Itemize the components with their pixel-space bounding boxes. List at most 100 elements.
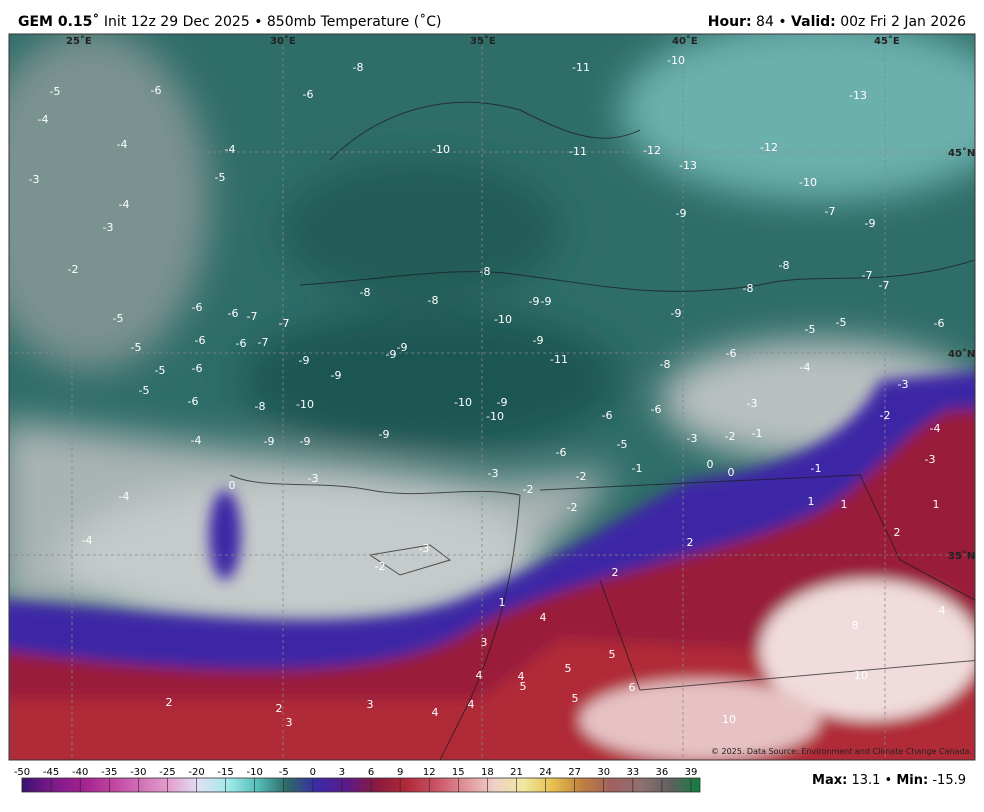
contour-label: -5 xyxy=(805,323,816,336)
separator: • xyxy=(885,773,893,788)
contour-label: 3 xyxy=(286,716,293,729)
field-area xyxy=(60,480,540,640)
contour-label: -4 xyxy=(930,422,941,435)
contour-label: -13 xyxy=(679,159,697,172)
contour-label: -8 xyxy=(743,282,754,295)
border xyxy=(539,474,975,601)
colorbar-tick-label: -15 xyxy=(217,767,233,778)
light-area xyxy=(580,680,820,760)
contour-label: 5 xyxy=(609,648,616,661)
contour-label: 0 xyxy=(707,458,714,471)
colorbar-tick-label: 3 xyxy=(339,767,345,778)
contour-label: -2 xyxy=(576,470,587,483)
header-left: GEM 0.15˚ Init 12z 29 Dec 2025 • 850mb T… xyxy=(18,13,441,30)
field-area xyxy=(240,310,620,450)
contour-label: -3 xyxy=(103,221,114,234)
contour-label: -10 xyxy=(432,143,450,156)
contour-label: 5 xyxy=(565,662,572,675)
colorbar-tick-label: 21 xyxy=(510,767,523,778)
colorbar-tick-label: 12 xyxy=(423,767,436,778)
contour-label: 10 xyxy=(854,669,868,682)
warm-field xyxy=(9,371,975,760)
contour-label: -3 xyxy=(29,173,40,186)
contour-label: -6 xyxy=(651,403,662,416)
contour-label: -11 xyxy=(572,61,590,74)
contour-label: -5 xyxy=(155,364,166,377)
model: GEM 0.15˚ xyxy=(18,13,99,30)
contour-label: 4 xyxy=(518,670,525,683)
colorbar-tick-label: 33 xyxy=(626,767,639,778)
contour-label: -6 xyxy=(726,347,737,360)
contour-label: -10 xyxy=(486,410,504,423)
contour-label: -5 xyxy=(50,85,61,98)
contour-label: -2 xyxy=(523,483,534,496)
max: 13.1 xyxy=(851,773,880,788)
contour-label: -2 xyxy=(375,560,386,573)
colorbar: -50 -45 -40 -35 -30 -25 -20 -15 -10 -5 0 3 6 9 12 15 18 2… xyxy=(14,767,701,793)
contour-label: 4 xyxy=(939,604,946,617)
contour-label: -4 xyxy=(82,534,93,547)
coastline xyxy=(439,494,521,760)
contour-label: -5 xyxy=(836,316,847,329)
contour-label: 2 xyxy=(894,526,901,539)
colorbar-tick-label: -50 xyxy=(14,767,30,778)
contour-label: -3 xyxy=(925,453,936,466)
contour-label: -11 xyxy=(550,353,568,366)
colorbar-tick-label: 6 xyxy=(368,767,374,778)
contour-label: -4 xyxy=(119,490,130,503)
contour-label: -9 xyxy=(865,217,876,230)
contour-label: -6 xyxy=(602,409,613,422)
contour-label: -3 xyxy=(898,378,909,391)
colorbar-tick-label: 15 xyxy=(452,767,465,778)
contour-label: -8 xyxy=(779,259,790,272)
separator: • xyxy=(778,14,786,30)
contour-label: -8 xyxy=(480,265,491,278)
colorbar-scale xyxy=(21,777,701,793)
contour-label: -8 xyxy=(353,61,364,74)
contour-label: -2 xyxy=(567,501,578,514)
contour-label: -7 xyxy=(247,310,258,323)
contour-label: -9 xyxy=(264,435,275,448)
contour-label: 1 xyxy=(499,596,506,609)
colorbar-tick-label: -20 xyxy=(188,767,204,778)
field-area xyxy=(9,34,210,370)
contour-label: -6 xyxy=(195,334,206,347)
coastline xyxy=(299,259,975,292)
field-area xyxy=(620,34,975,200)
contour-label: -3 xyxy=(747,397,758,410)
colorbar-tick-label: -25 xyxy=(159,767,175,778)
contour-label: 0 xyxy=(229,479,236,492)
contour-label: -7 xyxy=(825,205,836,218)
map: 25˚E 30˚E 35˚E 40˚E 45˚E45˚N40˚N35˚N -8 -11-1… xyxy=(9,34,975,760)
contour-label: -5 xyxy=(617,438,628,451)
colorbar-tick-label: -40 xyxy=(72,767,88,778)
colorbar-tick-label: 0 xyxy=(310,767,316,778)
contour-label: 4 xyxy=(468,698,475,711)
contour-labels: -8 -11-10-5 -6 -6 -13-4-4 -4 -10 -11 -12 -12-13-5… xyxy=(29,54,946,729)
contour-label: -9 xyxy=(331,369,342,382)
contour-label: -6 xyxy=(192,301,203,314)
field-area xyxy=(280,160,560,300)
contour-label: -8 xyxy=(428,294,439,307)
contour-label: -7 xyxy=(279,317,290,330)
colorbar-tick-label: -5 xyxy=(279,767,289,778)
contour-label: 5 xyxy=(520,680,527,693)
min: -15.9 xyxy=(932,773,966,788)
colorbar-tick-label: 27 xyxy=(568,767,581,778)
contour-label: -9 xyxy=(676,207,687,220)
contour-label: -5 xyxy=(131,341,142,354)
contour-label: -6 xyxy=(934,317,945,330)
graticule xyxy=(9,34,975,760)
coastline xyxy=(229,474,521,496)
min-label: Min: xyxy=(896,773,928,788)
contour-label: -10 xyxy=(799,176,817,189)
contour-label: 4 xyxy=(540,611,547,624)
contour-label: -6 xyxy=(236,337,247,350)
contour-label: -4 xyxy=(800,361,811,374)
contour-label: -9 xyxy=(541,295,552,308)
graticule-label: 35˚N xyxy=(948,550,975,562)
contour-label: -9 xyxy=(379,428,390,441)
graticule-label: 40˚N xyxy=(948,348,975,360)
graticule-label: 30˚E xyxy=(270,35,296,47)
